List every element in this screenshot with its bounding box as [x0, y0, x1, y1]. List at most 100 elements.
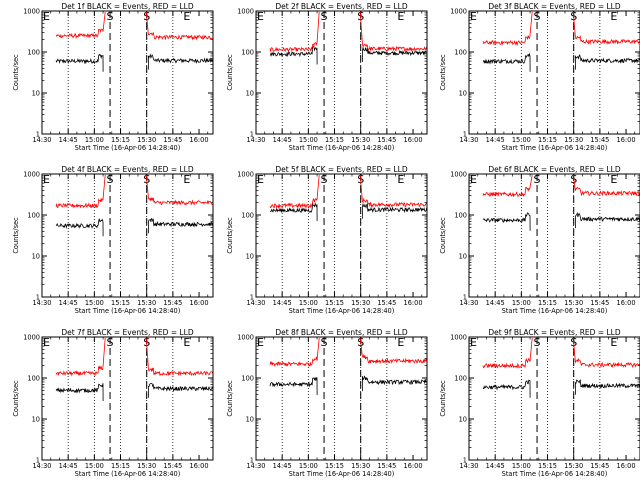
x-tick-label: 15:15 [111, 299, 130, 307]
y-tick-label: 1000 [450, 334, 467, 342]
lld-rate-trace [55, 337, 106, 377]
y-tick-label: 100 [454, 375, 467, 383]
y-axis-label: Counts/sec [12, 54, 20, 91]
plot-frame [41, 336, 214, 461]
detector-panel: Det 3f BLACK = Events, RED = LLD 1 10 100 10… [439, 2, 640, 152]
y-axis-label: Counts/sec [439, 217, 447, 254]
x-tick-label: 15:15 [538, 299, 557, 307]
event-marker-label: S [107, 173, 114, 186]
events-rate-trace [482, 379, 531, 398]
x-tick-label: 15:45 [590, 136, 609, 144]
lld-rate-trace [482, 11, 533, 47]
events-rate-trace [147, 382, 213, 398]
x-tick-label: 15:30 [137, 462, 156, 470]
x-tick-label: 14:45 [486, 462, 505, 470]
x-tick-label: 14:45 [273, 299, 292, 307]
panel-title: Det 2f BLACK = Events, RED = LLD [275, 2, 408, 11]
plot-frame [255, 173, 428, 298]
panel-title: Det 3f BLACK = Events, RED = LLD [488, 2, 621, 11]
event-marker-label: S [321, 173, 328, 186]
event-marker-label: E [43, 173, 50, 186]
y-tick-label: 100 [241, 375, 254, 383]
panel-title: Det 4f BLACK = Events, RED = LLD [61, 165, 194, 174]
events-rate-trace [55, 53, 104, 72]
panel-title: Det 7f BLACK = Events, RED = LLD [61, 328, 194, 337]
x-tick-label: 14:45 [59, 462, 78, 470]
x-axis-label: Start Time (16-Apr-06 14:28:40) [502, 144, 608, 152]
events-rate-trace [361, 375, 427, 392]
lld-rate-trace [269, 337, 320, 367]
lld-rate-trace [269, 11, 320, 53]
x-tick-label: 15:00 [512, 299, 531, 307]
y-tick-label: 1 [36, 131, 40, 139]
events-rate-trace [575, 54, 640, 70]
lld-rate-trace [359, 337, 427, 365]
x-tick-label: 15:00 [299, 462, 318, 470]
x-tick-label: 14:30 [459, 136, 478, 144]
event-marker-label: E [183, 336, 190, 349]
y-tick-label: 100 [241, 212, 254, 220]
y-tick-label: 10 [32, 253, 40, 261]
events-rate-trace [575, 211, 640, 229]
y-tick-label: 1 [250, 131, 254, 139]
x-tick-label: 14:30 [32, 462, 51, 470]
event-marker-label: S [321, 336, 328, 349]
event-marker-label: S [534, 173, 541, 186]
x-tick-label: 14:30 [246, 299, 265, 307]
panel-title: Det 8f BLACK = Events, RED = LLD [275, 328, 408, 337]
x-axis-label: Start Time (16-Apr-06 14:28:40) [502, 307, 608, 315]
lld-rate-trace [482, 174, 533, 198]
event-marker-label: E [183, 10, 190, 23]
y-axis-label: Counts/sec [439, 54, 447, 91]
x-tick-label: 15:00 [512, 136, 531, 144]
y-tick-label: 1 [463, 294, 467, 302]
x-tick-label: 14:45 [59, 299, 78, 307]
x-axis-label: Start Time (16-Apr-06 14:28:40) [75, 144, 181, 152]
x-tick-label: 16:00 [617, 462, 636, 470]
y-tick-label: 10 [459, 253, 467, 261]
plot-frame [468, 336, 640, 461]
x-tick-label: 15:45 [163, 462, 182, 470]
lld-rate-trace [55, 174, 106, 209]
event-marker-label: E [610, 336, 617, 349]
event-marker-label: S [534, 10, 541, 23]
y-tick-label: 100 [27, 212, 40, 220]
event-marker-label: E [397, 10, 404, 23]
x-tick-label: 14:45 [273, 136, 292, 144]
x-tick-label: 15:45 [163, 299, 182, 307]
events-rate-trace [55, 383, 104, 402]
lld-rate-trace [572, 337, 640, 369]
x-tick-label: 16:00 [190, 299, 209, 307]
y-tick-label: 100 [454, 49, 467, 57]
y-tick-label: 10 [32, 90, 40, 98]
x-tick-label: 15:30 [351, 299, 370, 307]
event-marker-label: E [470, 173, 477, 186]
x-tick-label: 16:00 [404, 462, 423, 470]
y-tick-label: 1000 [23, 8, 40, 16]
x-tick-label: 15:15 [111, 136, 130, 144]
event-marker-label: E [183, 173, 190, 186]
detector-panel: Det 8f BLACK = Events, RED = LLD 1 10 100 10… [226, 328, 428, 478]
x-tick-label: 15:00 [299, 136, 318, 144]
x-tick-label: 15:30 [351, 462, 370, 470]
x-tick-label: 14:45 [486, 136, 505, 144]
event-marker-label: E [257, 336, 264, 349]
x-tick-label: 15:15 [325, 136, 344, 144]
x-tick-label: 15:45 [377, 299, 396, 307]
x-tick-label: 14:30 [246, 462, 265, 470]
event-marker-label: E [470, 10, 477, 23]
lld-rate-trace [55, 11, 106, 40]
y-tick-label: 100 [454, 212, 467, 220]
x-tick-label: 14:45 [273, 462, 292, 470]
x-axis-label: Start Time (16-Apr-06 14:28:40) [289, 307, 395, 315]
lld-rate-trace [572, 11, 640, 45]
lld-rate-trace [359, 11, 427, 53]
x-tick-label: 15:30 [137, 136, 156, 144]
x-tick-label: 15:30 [564, 299, 583, 307]
event-marker-label: E [43, 10, 50, 23]
event-marker-label: E [257, 173, 264, 186]
x-tick-label: 15:15 [538, 136, 557, 144]
y-tick-label: 10 [246, 253, 254, 261]
y-tick-label: 1000 [237, 8, 254, 16]
events-rate-trace [482, 212, 531, 231]
